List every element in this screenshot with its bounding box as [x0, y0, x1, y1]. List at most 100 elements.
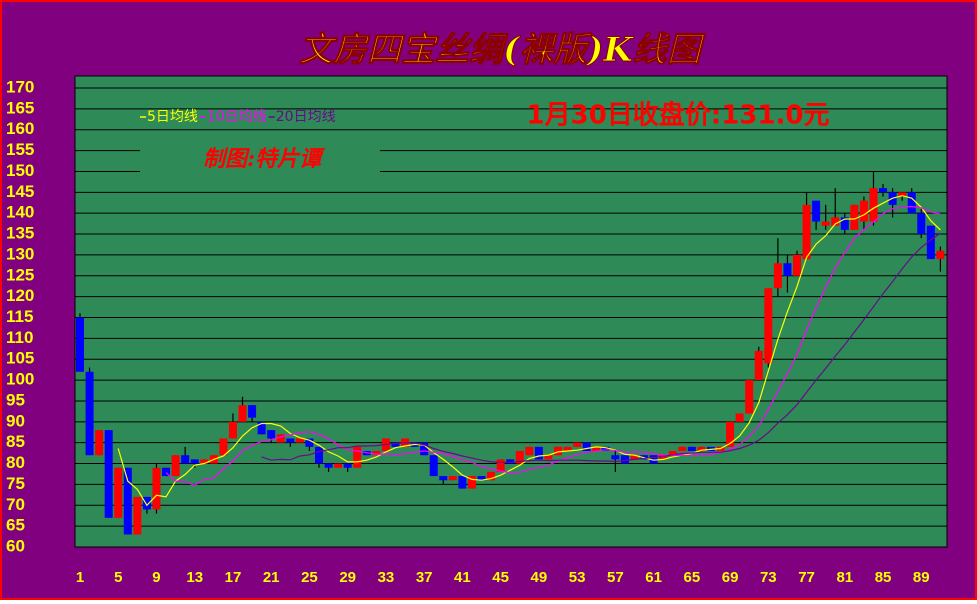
candle-body	[104, 430, 113, 518]
x-tick-label: 89	[913, 569, 930, 586]
candle-body	[802, 204, 811, 260]
candle-body	[544, 455, 553, 460]
candle-body	[812, 200, 821, 222]
candle-body	[85, 371, 94, 456]
candle-body	[429, 455, 438, 477]
ma-line	[165, 205, 941, 486]
credit: 制图:特片谭	[203, 146, 326, 172]
candle-body	[630, 455, 639, 460]
candle-body	[372, 451, 381, 456]
candle-body	[343, 463, 352, 468]
credit-box	[140, 140, 380, 176]
y-tick-label: 70	[6, 495, 25, 514]
candle-body	[448, 476, 457, 481]
x-tick-label: 9	[152, 569, 160, 586]
candle-body	[926, 225, 935, 260]
legend: 5日均线 10日均线 20日均线	[140, 109, 336, 125]
x-tick-label: 61	[645, 569, 662, 586]
candle-body	[171, 455, 180, 477]
candle-body	[286, 438, 295, 443]
candle-body	[315, 446, 323, 464]
x-tick-label: 73	[760, 569, 777, 586]
candle-body	[869, 188, 878, 222]
y-tick-label: 75	[6, 474, 25, 493]
y-tick-label: 145	[6, 182, 34, 201]
x-tick-label: 41	[454, 569, 471, 586]
candle-body	[917, 213, 926, 235]
x-tick-label: 77	[798, 569, 815, 586]
candle-body	[620, 455, 629, 464]
candle-body	[496, 459, 505, 472]
y-tick-label: 140	[6, 203, 34, 222]
candle-body	[793, 254, 801, 276]
candle-body	[745, 380, 754, 414]
x-tick-label: 53	[569, 569, 586, 586]
candle-body	[563, 446, 572, 452]
candle-body	[879, 188, 888, 193]
candle-body	[439, 476, 448, 481]
x-tick-label: 1	[76, 569, 84, 586]
y-tick-label: 165	[6, 98, 34, 117]
candle-body	[276, 434, 285, 443]
candle-body	[295, 438, 304, 443]
candle-body	[219, 438, 228, 456]
y-tick-label: 125	[6, 265, 34, 284]
candle-body	[649, 455, 658, 464]
candle-body	[697, 446, 706, 452]
x-tick-label: 49	[531, 569, 548, 586]
candle-body	[324, 463, 333, 468]
y-tick-label: 115	[6, 307, 33, 326]
title-box	[215, 28, 785, 74]
candle-body	[850, 204, 859, 230]
y-tick-label: 90	[6, 411, 25, 430]
candle-body	[506, 459, 515, 464]
candle-body	[95, 430, 104, 456]
candle-body	[592, 446, 601, 452]
y-tick-label: 160	[6, 119, 34, 138]
candle-body	[764, 288, 773, 364]
candle-body	[668, 451, 677, 456]
y-tick-label: 100	[6, 370, 34, 389]
candle-body	[228, 421, 237, 439]
x-tick-label: 81	[836, 569, 853, 586]
chart-title: 文房四宝丝绸(裸版)K线图	[299, 30, 706, 70]
x-tick-label: 57	[607, 569, 624, 586]
candle-body	[611, 455, 620, 460]
y-tick-label: 85	[6, 432, 25, 451]
candle-body	[181, 455, 190, 464]
candle-body	[257, 421, 266, 435]
candle-body	[840, 217, 849, 230]
candle-body	[200, 459, 209, 464]
candle-body	[76, 317, 84, 372]
candle-body	[248, 405, 257, 418]
candle-body	[420, 442, 429, 456]
candle-body	[391, 442, 400, 447]
candle-body	[133, 496, 142, 535]
candle-body	[477, 476, 486, 481]
candle-body	[859, 200, 868, 222]
y-tick-label: 155	[6, 140, 34, 159]
candle-body	[773, 263, 782, 289]
y-tick-label: 95	[6, 390, 25, 409]
x-tick-label: 13	[186, 569, 203, 586]
candle-body	[726, 421, 735, 447]
legend-label: 10日均线	[207, 109, 267, 125]
close-annotation: 1月30日收盘价:131.0元	[527, 100, 830, 131]
candle-body	[735, 413, 744, 422]
x-tick-label: 65	[683, 569, 700, 586]
candle-body	[659, 455, 668, 460]
candle-body	[305, 438, 314, 447]
candle-body	[821, 221, 830, 226]
y-tick-label: 135	[6, 224, 34, 243]
legend-label: 20日均线	[276, 109, 336, 125]
candle-body	[152, 467, 161, 510]
ma-line	[117, 195, 941, 507]
candle-body	[936, 250, 945, 260]
y-tick-label: 120	[6, 286, 34, 305]
y-tick-label: 80	[6, 453, 25, 472]
legend-label: 5日均线	[147, 109, 198, 125]
candle-body	[687, 446, 696, 452]
x-tick-label: 5	[114, 569, 122, 586]
candle-body	[898, 192, 907, 197]
y-tick-label: 110	[6, 328, 33, 347]
